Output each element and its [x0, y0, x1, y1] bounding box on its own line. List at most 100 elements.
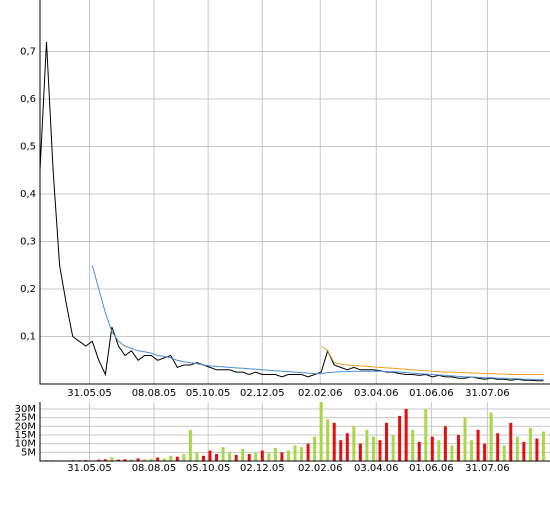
volume-bar	[332, 422, 336, 461]
axis-frame	[39, 0, 550, 385]
volume-bar	[116, 459, 120, 461]
volume-bar	[208, 450, 212, 461]
price-panel: 0,1 0,2 0,3 0,4 0,5 0,6 0,7 31.05.05 08.08.05 05.…	[20, 0, 550, 399]
volume-bar	[450, 445, 454, 461]
volume-bar	[424, 408, 428, 461]
y-tick-label: 0,1	[20, 332, 36, 343]
volume-bar	[430, 436, 434, 461]
volume-bar	[515, 436, 519, 461]
volume-bar	[103, 459, 107, 461]
volume-bar	[156, 457, 160, 461]
volume-bar	[456, 434, 460, 461]
y-tick-label: 0,4	[20, 189, 36, 200]
volume-bar	[417, 441, 421, 461]
volume-bars	[40, 402, 545, 461]
volume-bar	[398, 415, 402, 461]
volume-bar	[143, 459, 147, 461]
volume-bar	[365, 429, 369, 461]
y-tick-label: 10M	[15, 439, 36, 450]
volume-bar	[313, 436, 317, 461]
volume-bar	[280, 452, 284, 461]
y-tick-label: 0,6	[20, 94, 36, 105]
volume-bar	[319, 402, 323, 461]
volume-bar	[306, 443, 310, 461]
volume-bar	[496, 433, 500, 461]
volume-bar	[378, 440, 382, 461]
volume-bar	[437, 440, 441, 461]
volume-bar	[110, 457, 114, 461]
y-tick-label: 0,2	[20, 284, 36, 295]
volume-bar	[97, 459, 101, 461]
volume-bar	[241, 448, 245, 461]
volume-bar	[84, 459, 88, 461]
y-tick-label: 20M	[15, 421, 36, 432]
volume-bar	[293, 445, 297, 461]
y-tick-label: 5M	[21, 447, 36, 458]
volume-bar	[215, 454, 219, 461]
volume-bar	[169, 455, 173, 461]
volume-bar	[528, 428, 532, 461]
x-tick-label: 02.12.05	[240, 463, 285, 474]
volume-bar	[188, 429, 192, 461]
x-tick-label: 31.07.06	[465, 388, 510, 399]
x-tick-label: 31.05.05	[67, 388, 112, 399]
volume-bar	[130, 459, 134, 461]
x-tick-label: 05.10.05	[186, 463, 231, 474]
volume-bar	[339, 440, 343, 461]
volume-bar	[182, 454, 186, 461]
volume-bar	[391, 434, 395, 461]
x-tick-label: 31.05.05	[67, 463, 112, 474]
volume-bar	[541, 431, 545, 461]
volume-bar	[195, 452, 199, 461]
price-line	[320, 345, 544, 375]
volume-bar	[149, 458, 153, 461]
y-tick-label: 30M	[15, 404, 36, 415]
x-tick-label: 02.02.06	[298, 463, 343, 474]
axis-frame	[39, 402, 550, 462]
volume-bar	[221, 447, 225, 461]
volume-bar	[385, 422, 389, 461]
volume-bar	[470, 440, 474, 461]
volume-bar	[273, 447, 277, 461]
volume-bar	[136, 458, 140, 461]
price-line	[91, 265, 544, 381]
volume-bar	[123, 459, 127, 461]
volume-bar	[162, 458, 166, 461]
volume-bar	[234, 454, 238, 461]
x-tick-label: 02.02.06	[298, 388, 343, 399]
volume-bar	[358, 443, 362, 461]
volume-bar	[483, 443, 487, 461]
volume-bar	[326, 419, 330, 461]
volume-bar	[509, 422, 513, 461]
x-tick-label: 31.07.06	[465, 463, 510, 474]
volume-bar	[404, 408, 408, 461]
y-tick-label: 25M	[15, 413, 36, 424]
volume-bar	[411, 429, 415, 461]
y-tick-label: 0,5	[20, 142, 36, 153]
y-tick-label: 15M	[15, 430, 36, 441]
x-tick-label: 05.10.05	[186, 388, 231, 399]
volume-bar	[489, 412, 493, 461]
volume-bar	[443, 426, 447, 461]
y-tick-label: 0,7	[20, 47, 36, 58]
volume-bar	[300, 447, 304, 461]
volume-bar	[228, 452, 232, 461]
volume-bar	[254, 452, 258, 461]
volume-bar	[175, 456, 179, 461]
volume-bar	[463, 417, 467, 461]
volume-bar	[201, 455, 205, 461]
x-tick-label: 01.06.06	[409, 388, 454, 399]
x-tick-label: 08.08.05	[132, 463, 177, 474]
volume-bar	[371, 436, 375, 461]
x-tick-label: 08.08.05	[132, 388, 177, 399]
volume-bar	[522, 441, 526, 461]
volume-bar	[502, 445, 506, 461]
x-tick-label: 03.04.06	[354, 388, 399, 399]
volume-bar	[260, 450, 264, 461]
x-tick-label: 01.06.06	[409, 463, 454, 474]
volume-bar	[286, 450, 290, 461]
x-tick-label: 03.04.06	[354, 463, 399, 474]
volume-bar	[352, 426, 356, 461]
